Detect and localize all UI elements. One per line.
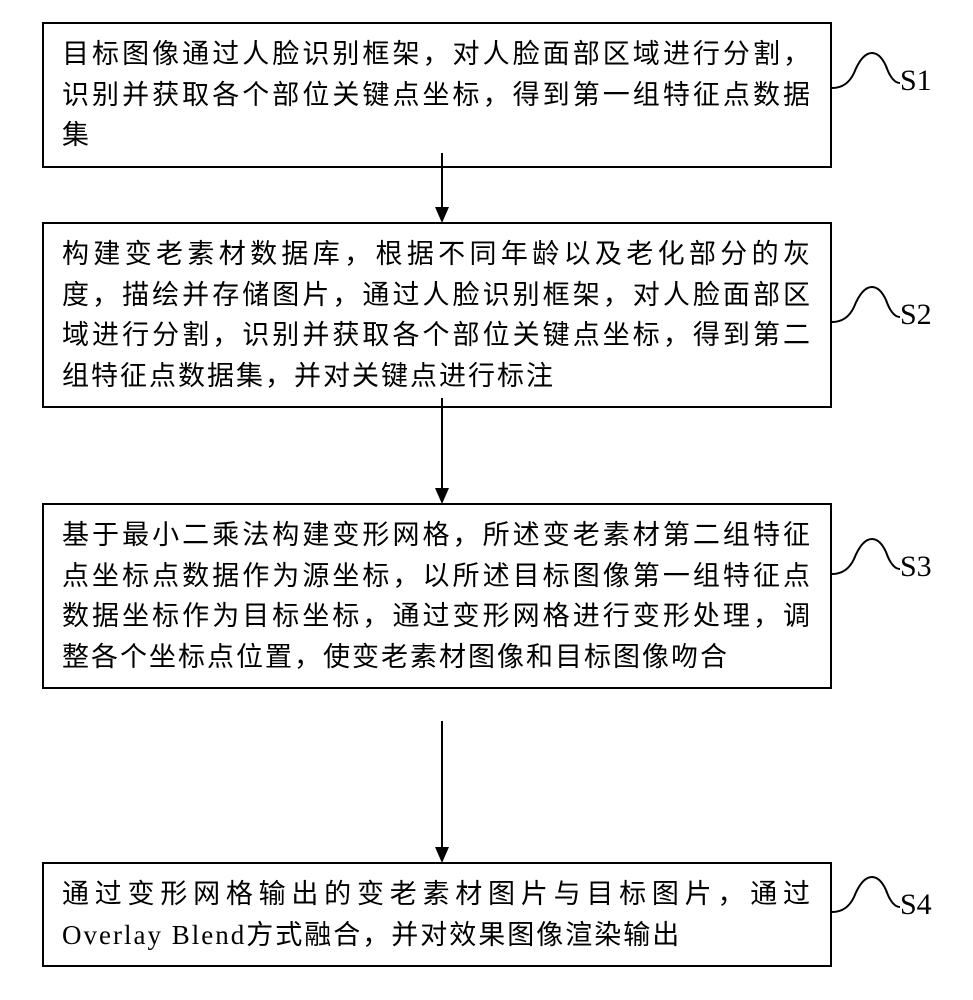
step-text-s3: 基于最小二乘法构建变形网格，所述变老素材第二组特征点坐标点数据作为源坐标，以所述… — [62, 515, 812, 677]
step-box-s3: 基于最小二乘法构建变形网格，所述变老素材第二组特征点坐标点数据作为源坐标，以所述… — [42, 503, 832, 689]
step-label-s1: S1 — [900, 64, 932, 98]
step-text-s2: 构建变老素材数据库，根据不同年龄以及老化部分的灰度，描绘并存储图片，通过人脸识别… — [62, 234, 812, 396]
step-label-s2: S2 — [900, 298, 932, 332]
curve-mark-s4 — [832, 872, 900, 922]
step-box-s1: 目标图像通过人脸识别框架，对人脸面部区域进行分割，识别并获取各个部位关键点坐标，… — [42, 22, 832, 168]
arrow-s1-s2 — [430, 153, 454, 225]
arrow-s3-s4 — [430, 721, 454, 865]
flowchart-container: 目标图像通过人脸识别框架，对人脸面部区域进行分割，识别并获取各个部位关键点坐标，… — [0, 0, 973, 1000]
arrow-s2-s3 — [430, 398, 454, 506]
step-label-s3: S3 — [900, 550, 932, 584]
step-text-s1: 目标图像通过人脸识别框架，对人脸面部区域进行分割，识别并获取各个部位关键点坐标，… — [62, 34, 812, 156]
curve-mark-s1 — [832, 48, 900, 98]
step-text-s4: 通过变形网格输出的变老素材图片与目标图片，通过Overlay Blend方式融合… — [62, 874, 812, 955]
step-box-s4: 通过变形网格输出的变老素材图片与目标图片，通过Overlay Blend方式融合… — [42, 862, 832, 967]
curve-mark-s3 — [832, 534, 900, 584]
curve-mark-s2 — [832, 282, 900, 332]
step-box-s2: 构建变老素材数据库，根据不同年龄以及老化部分的灰度，描绘并存储图片，通过人脸识别… — [42, 222, 832, 408]
step-label-s4: S4 — [900, 888, 932, 922]
